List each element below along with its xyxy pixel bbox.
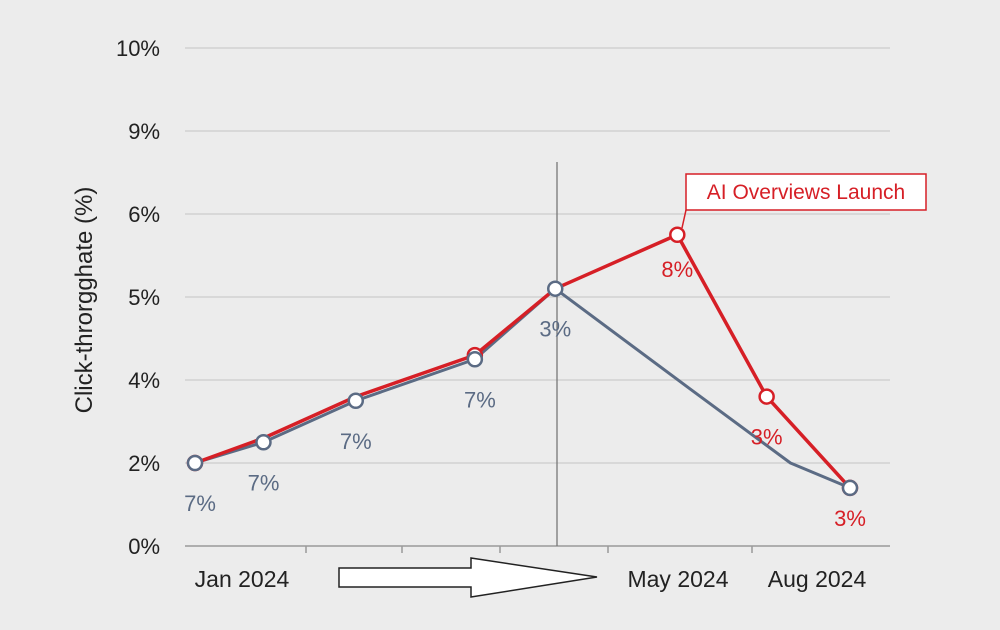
y-tick-label: 10% [116, 36, 160, 61]
series: 8% 3% 3% 7% 7% 7% 7% 3% [184, 226, 866, 531]
y-tick-label: 0% [128, 534, 160, 559]
data-label: 7% [340, 429, 372, 454]
annotation: AI Overviews Launch [681, 173, 927, 229]
data-label: 8% [661, 257, 693, 282]
data-point [547, 280, 564, 297]
data-point [347, 392, 365, 409]
y-tick-label: 5% [128, 285, 160, 310]
annotation-text: AI Overviews Launch [707, 181, 905, 204]
data-label: 3% [834, 506, 866, 531]
y-tick-label: 9% [128, 119, 160, 144]
y-axis-label: Click-throrgghate (%) [71, 187, 98, 414]
data-point [186, 454, 204, 472]
x-tick-label-aug: Aug 2024 [768, 566, 867, 592]
data-point [669, 226, 686, 243]
timeline-arrow [338, 557, 598, 598]
x-axis-tick-labels: Jan 2024 May 2024 Aug 2024 [195, 566, 867, 592]
data-label: 7% [464, 387, 496, 412]
annotation-pointer [681, 209, 687, 229]
y-tick-label: 6% [128, 202, 160, 227]
data-label: 3% [751, 425, 783, 450]
data-point [758, 388, 775, 405]
annotation-box [685, 173, 927, 211]
x-tick-label-jan: Jan 2024 [195, 566, 290, 592]
y-tick-label: 2% [128, 451, 160, 476]
gridlines [185, 47, 890, 464]
data-label: 7% [184, 491, 216, 516]
data-label: 3% [539, 317, 571, 342]
x-axis [185, 545, 890, 553]
y-axis-ticks: 0% 2% 4% 5% 6% 9% 10% [116, 36, 160, 559]
data-point [466, 351, 484, 368]
x-tick-label-may: May 2024 [627, 566, 728, 592]
data-label: 7% [248, 470, 280, 495]
series-line-gray [194, 287, 851, 490]
y-tick-label: 4% [128, 368, 160, 393]
data-point [841, 479, 859, 497]
data-point [255, 434, 272, 451]
series-line-red [194, 233, 852, 490]
